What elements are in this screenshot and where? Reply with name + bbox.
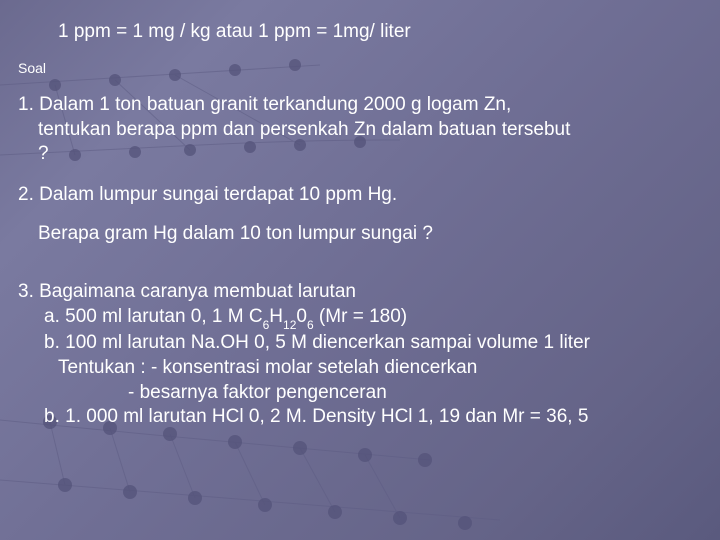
- formula-line: 1 ppm = 1 mg / kg atau 1 ppm = 1mg/ lite…: [58, 20, 702, 45]
- q3-a: a. 500 ml larutan 0, 1 M C6H1206 (Mr = 1…: [18, 305, 702, 331]
- question-3: 3. Bagaimana caranya membuat larutan a. …: [18, 280, 702, 430]
- q3-a-mid2: 0: [296, 306, 307, 327]
- q3-a-sub3: 6: [307, 318, 314, 332]
- q3-a-mid1: H: [269, 306, 283, 327]
- q1-line2: tentukan berapa ppm dan persenkah Zn dal…: [18, 118, 702, 143]
- q3-b2: b. 1. 000 ml larutan HCl 0, 2 M. Density…: [18, 405, 702, 430]
- q3-besarnya: - besarnya faktor pengenceran: [18, 381, 702, 406]
- question-2-line2: Berapa gram Hg dalam 10 ton lumpur sunga…: [18, 222, 702, 247]
- q3-b: b. 100 ml larutan Na.OH 0, 5 M diencerka…: [18, 331, 702, 356]
- q1-line3: ?: [18, 142, 702, 167]
- q3-a-sub2: 12: [283, 318, 296, 332]
- slide-content: 1 ppm = 1 mg / kg atau 1 ppm = 1mg/ lite…: [0, 0, 720, 450]
- q3-a-pre: a. 500 ml larutan 0, 1 M C: [44, 306, 263, 327]
- q3-a-sub1: 6: [263, 318, 270, 332]
- q1-line1: 1. Dalam 1 ton batuan granit terkandung …: [18, 93, 702, 118]
- q3-line1: 3. Bagaimana caranya membuat larutan: [18, 280, 702, 305]
- q3-tentukan: Tentukan : - konsentrasi molar setelah d…: [18, 356, 702, 381]
- question-2-line1: 2. Dalam lumpur sungai terdapat 10 ppm H…: [18, 183, 702, 208]
- question-1: 1. Dalam 1 ton batuan granit terkandung …: [18, 93, 702, 167]
- q3-a-post: (Mr = 180): [314, 306, 407, 327]
- soal-heading: Soal: [18, 59, 702, 77]
